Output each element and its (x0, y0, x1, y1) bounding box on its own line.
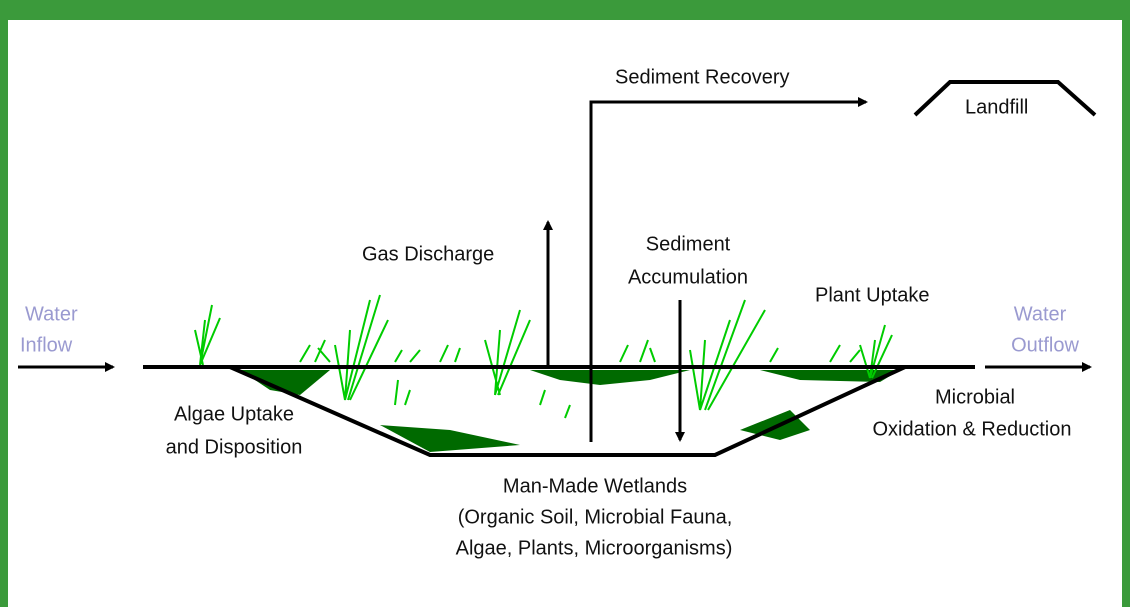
label: Algae Uptake (174, 403, 294, 425)
label: and Disposition (166, 436, 303, 458)
label: Landfill (965, 96, 1028, 118)
label: Sediment Recovery (615, 66, 790, 88)
label: Accumulation (628, 266, 748, 288)
label: Water (1014, 303, 1067, 325)
label: (Organic Soil, Microbial Fauna, (458, 506, 733, 528)
label: Plant Uptake (815, 284, 930, 306)
label: Gas Discharge (362, 243, 494, 265)
label: Microbial (935, 386, 1015, 408)
diagram: Sediment Recovery Landfill Gas Discharge… (0, 0, 1130, 607)
label: Algae, Plants, Microorganisms) (456, 537, 733, 559)
label: Sediment (646, 233, 731, 255)
label: Man-Made Wetlands (503, 475, 687, 497)
label: Oxidation & Reduction (872, 418, 1071, 440)
label: Water (25, 303, 78, 325)
label: Outflow (1011, 334, 1079, 356)
label: Inflow (20, 334, 73, 356)
